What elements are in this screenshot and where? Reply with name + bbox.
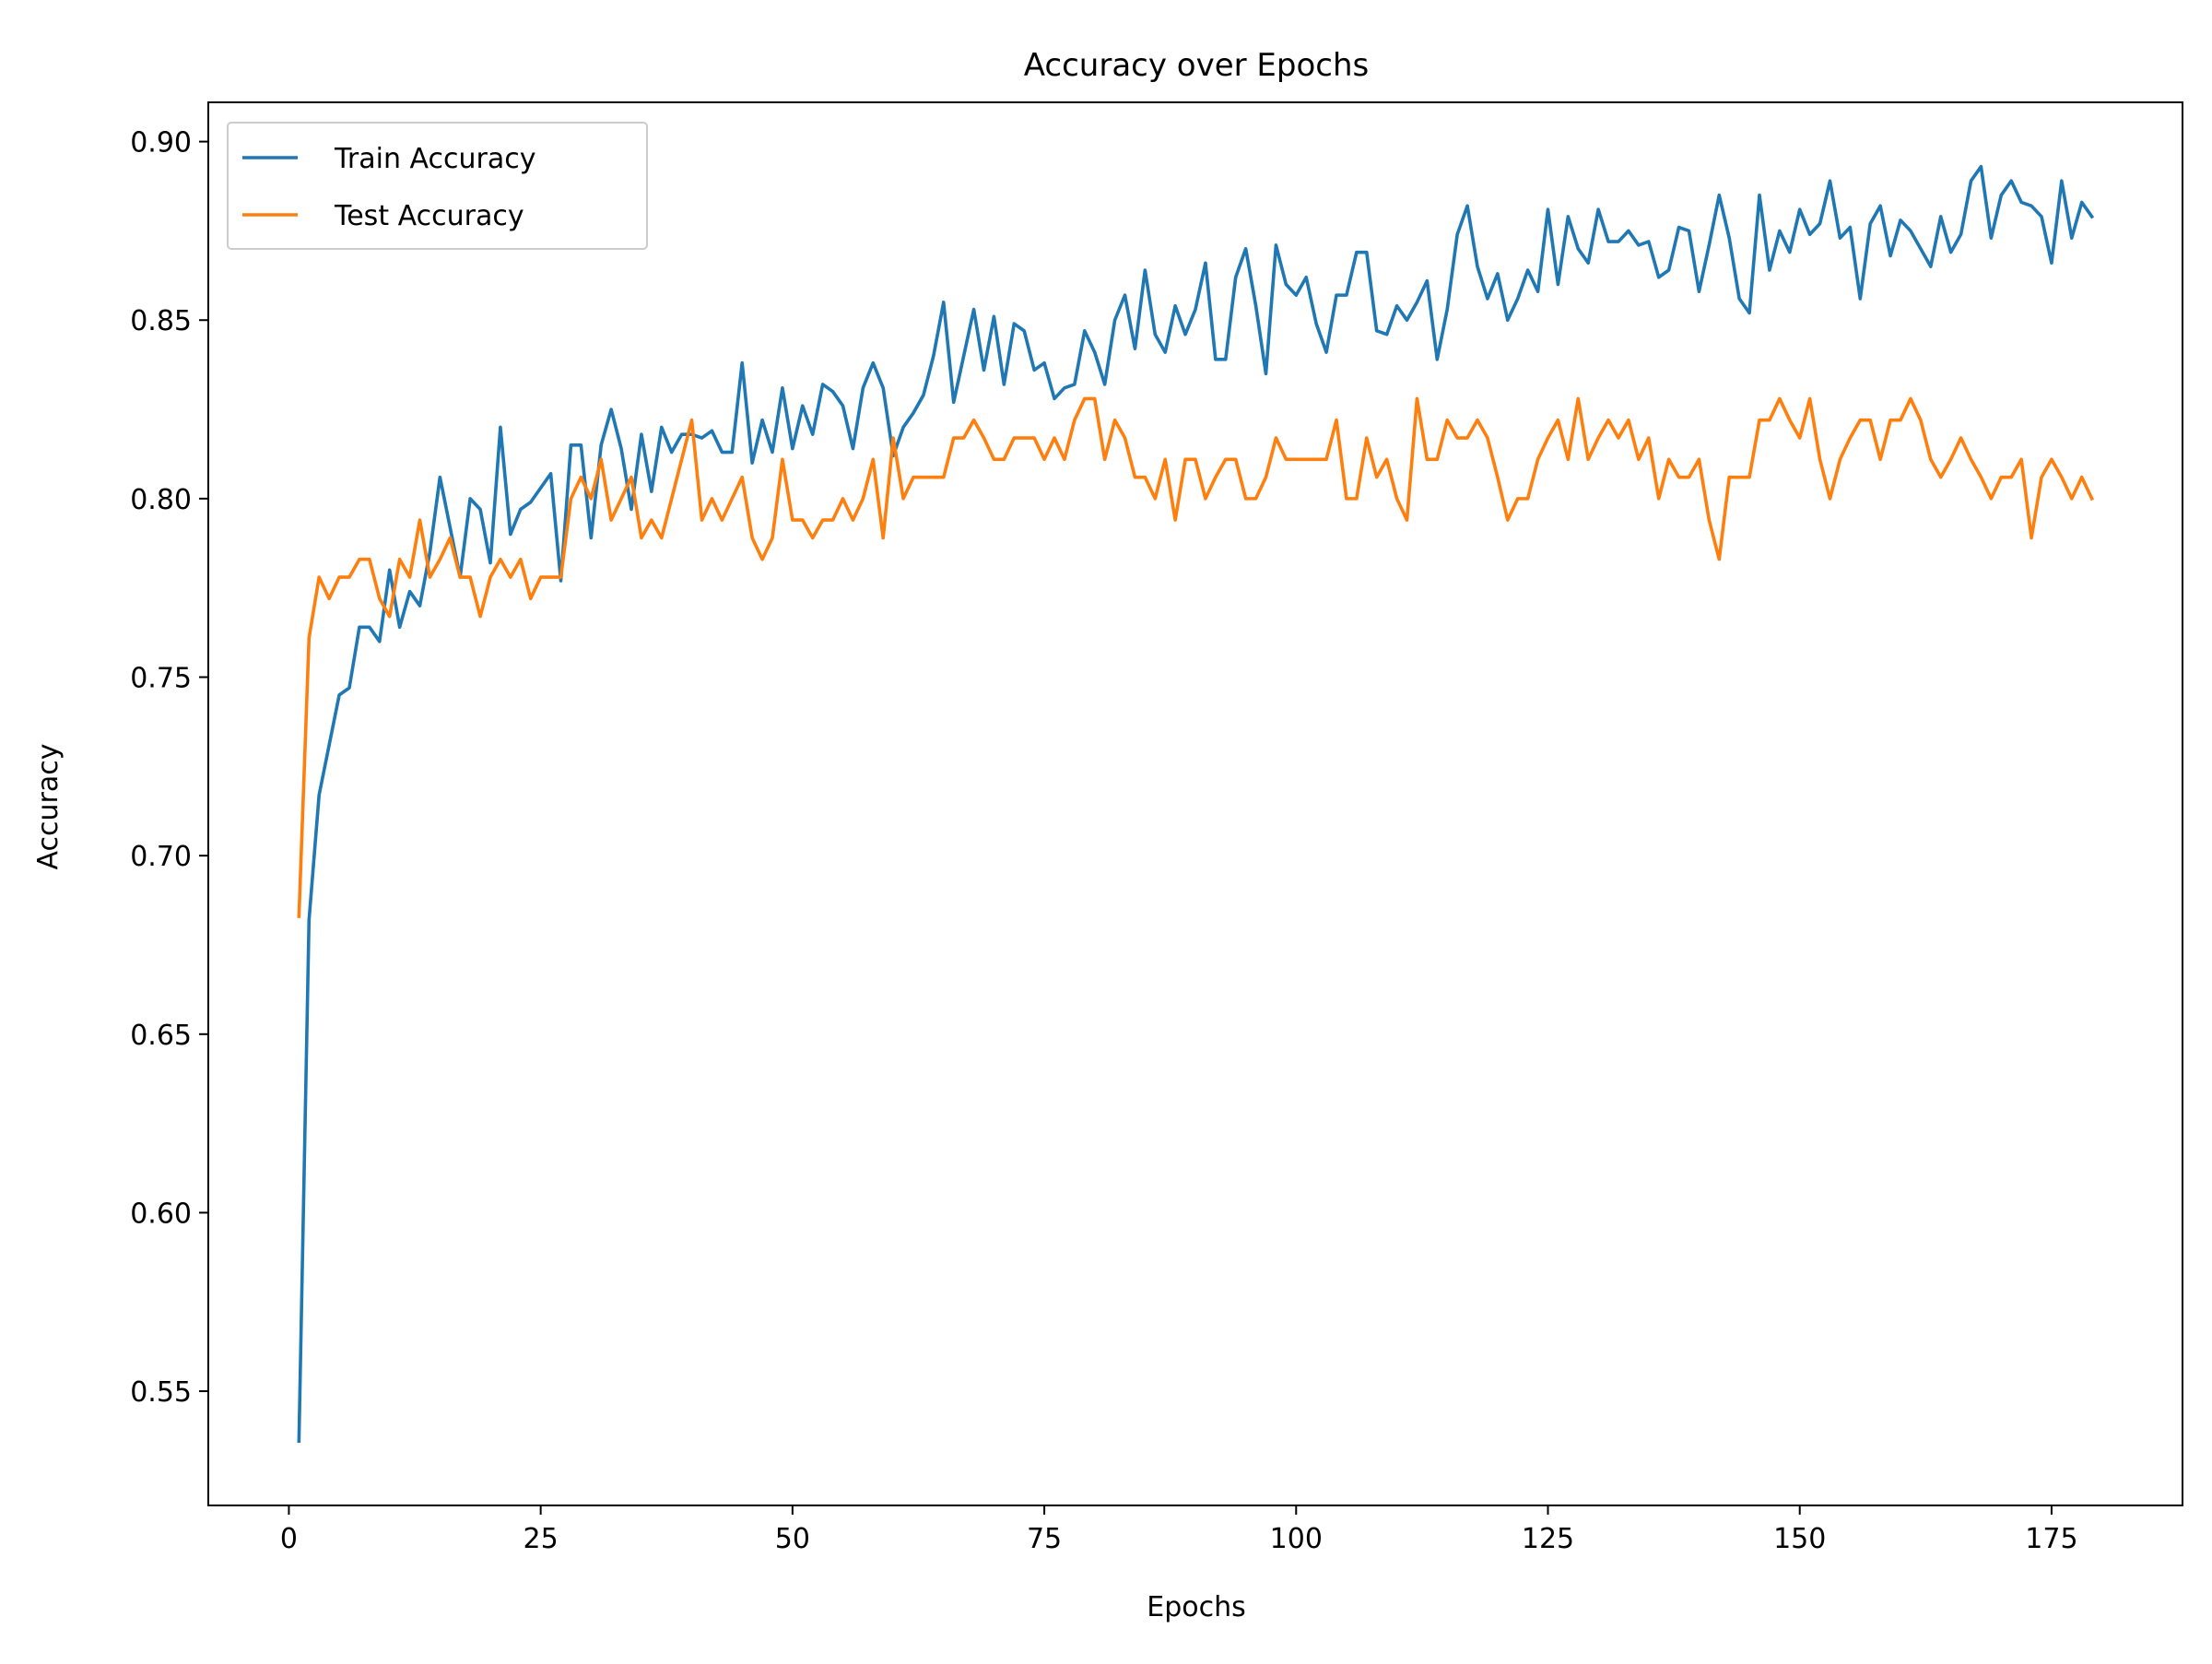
x-tick-label: 25 xyxy=(524,1523,559,1555)
x-tick-label: 50 xyxy=(775,1523,810,1555)
y-axis-label: Accuracy xyxy=(32,744,65,870)
chart-title: Accuracy over Epochs xyxy=(1024,47,1369,84)
x-tick-label: 75 xyxy=(1027,1523,1062,1555)
y-axis: 0.55 0.60 0.65 0.70 0.75 0.80 0.85 0.90 xyxy=(130,127,208,1409)
series-line-test-accuracy xyxy=(297,396,2095,918)
legend: Train Accuracy Test Accuracy xyxy=(227,122,648,250)
x-tick-label: 175 xyxy=(2025,1523,2077,1555)
legend-label: Test Accuracy xyxy=(334,200,524,232)
x-axis: 0 25 50 75 100 125 150 175 xyxy=(280,1505,2078,1555)
y-tick-label: 0.85 xyxy=(130,305,192,337)
plot-frame xyxy=(207,101,2183,1506)
y-tick-label: 0.80 xyxy=(130,484,192,516)
y-tick-label: 0.90 xyxy=(130,127,192,159)
legend-label: Train Accuracy xyxy=(334,143,535,175)
plot-area xyxy=(207,101,2183,1506)
x-tick-label: 0 xyxy=(280,1523,298,1555)
x-tick-label: 125 xyxy=(1522,1523,1574,1555)
y-tick-label: 0.70 xyxy=(130,841,192,873)
legend-box xyxy=(227,122,648,250)
y-tick-label: 0.60 xyxy=(130,1198,192,1230)
x-tick-label: 100 xyxy=(1270,1523,1323,1555)
y-tick-label: 0.55 xyxy=(130,1376,192,1409)
x-tick-label: 150 xyxy=(1773,1523,1826,1555)
y-tick-label: 0.75 xyxy=(130,663,192,695)
x-axis-label: Epochs xyxy=(1147,1591,1246,1623)
series-group xyxy=(297,164,2095,1444)
plot-background xyxy=(208,102,2183,1505)
y-tick-label: 0.65 xyxy=(130,1020,192,1052)
